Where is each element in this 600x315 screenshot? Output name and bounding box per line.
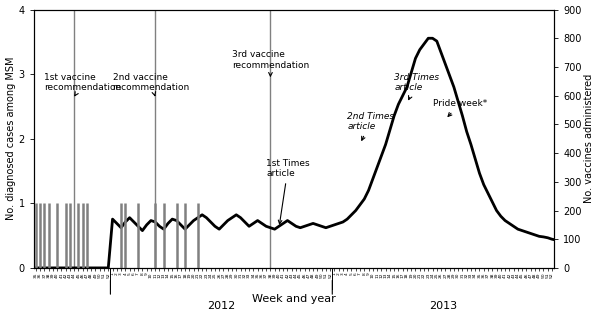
Text: 2nd vaccine
recommendation: 2nd vaccine recommendation xyxy=(113,73,190,96)
Text: 1st vaccine
recommendation: 1st vaccine recommendation xyxy=(44,73,122,96)
Text: 2012: 2012 xyxy=(207,301,235,312)
X-axis label: Week and year: Week and year xyxy=(252,295,336,304)
Y-axis label: No. vaccines administered: No. vaccines administered xyxy=(584,74,595,203)
Text: 1st Times
article: 1st Times article xyxy=(266,159,310,224)
Text: 3rd vaccine
recommendation: 3rd vaccine recommendation xyxy=(232,50,309,76)
Y-axis label: No. diagnosed cases among MSM: No. diagnosed cases among MSM xyxy=(5,57,16,220)
Text: 3rd Times
article: 3rd Times article xyxy=(394,73,439,100)
Text: Pride week*: Pride week* xyxy=(433,100,487,117)
Text: 2013: 2013 xyxy=(429,301,457,312)
Text: 2nd Times
article: 2nd Times article xyxy=(347,112,394,140)
